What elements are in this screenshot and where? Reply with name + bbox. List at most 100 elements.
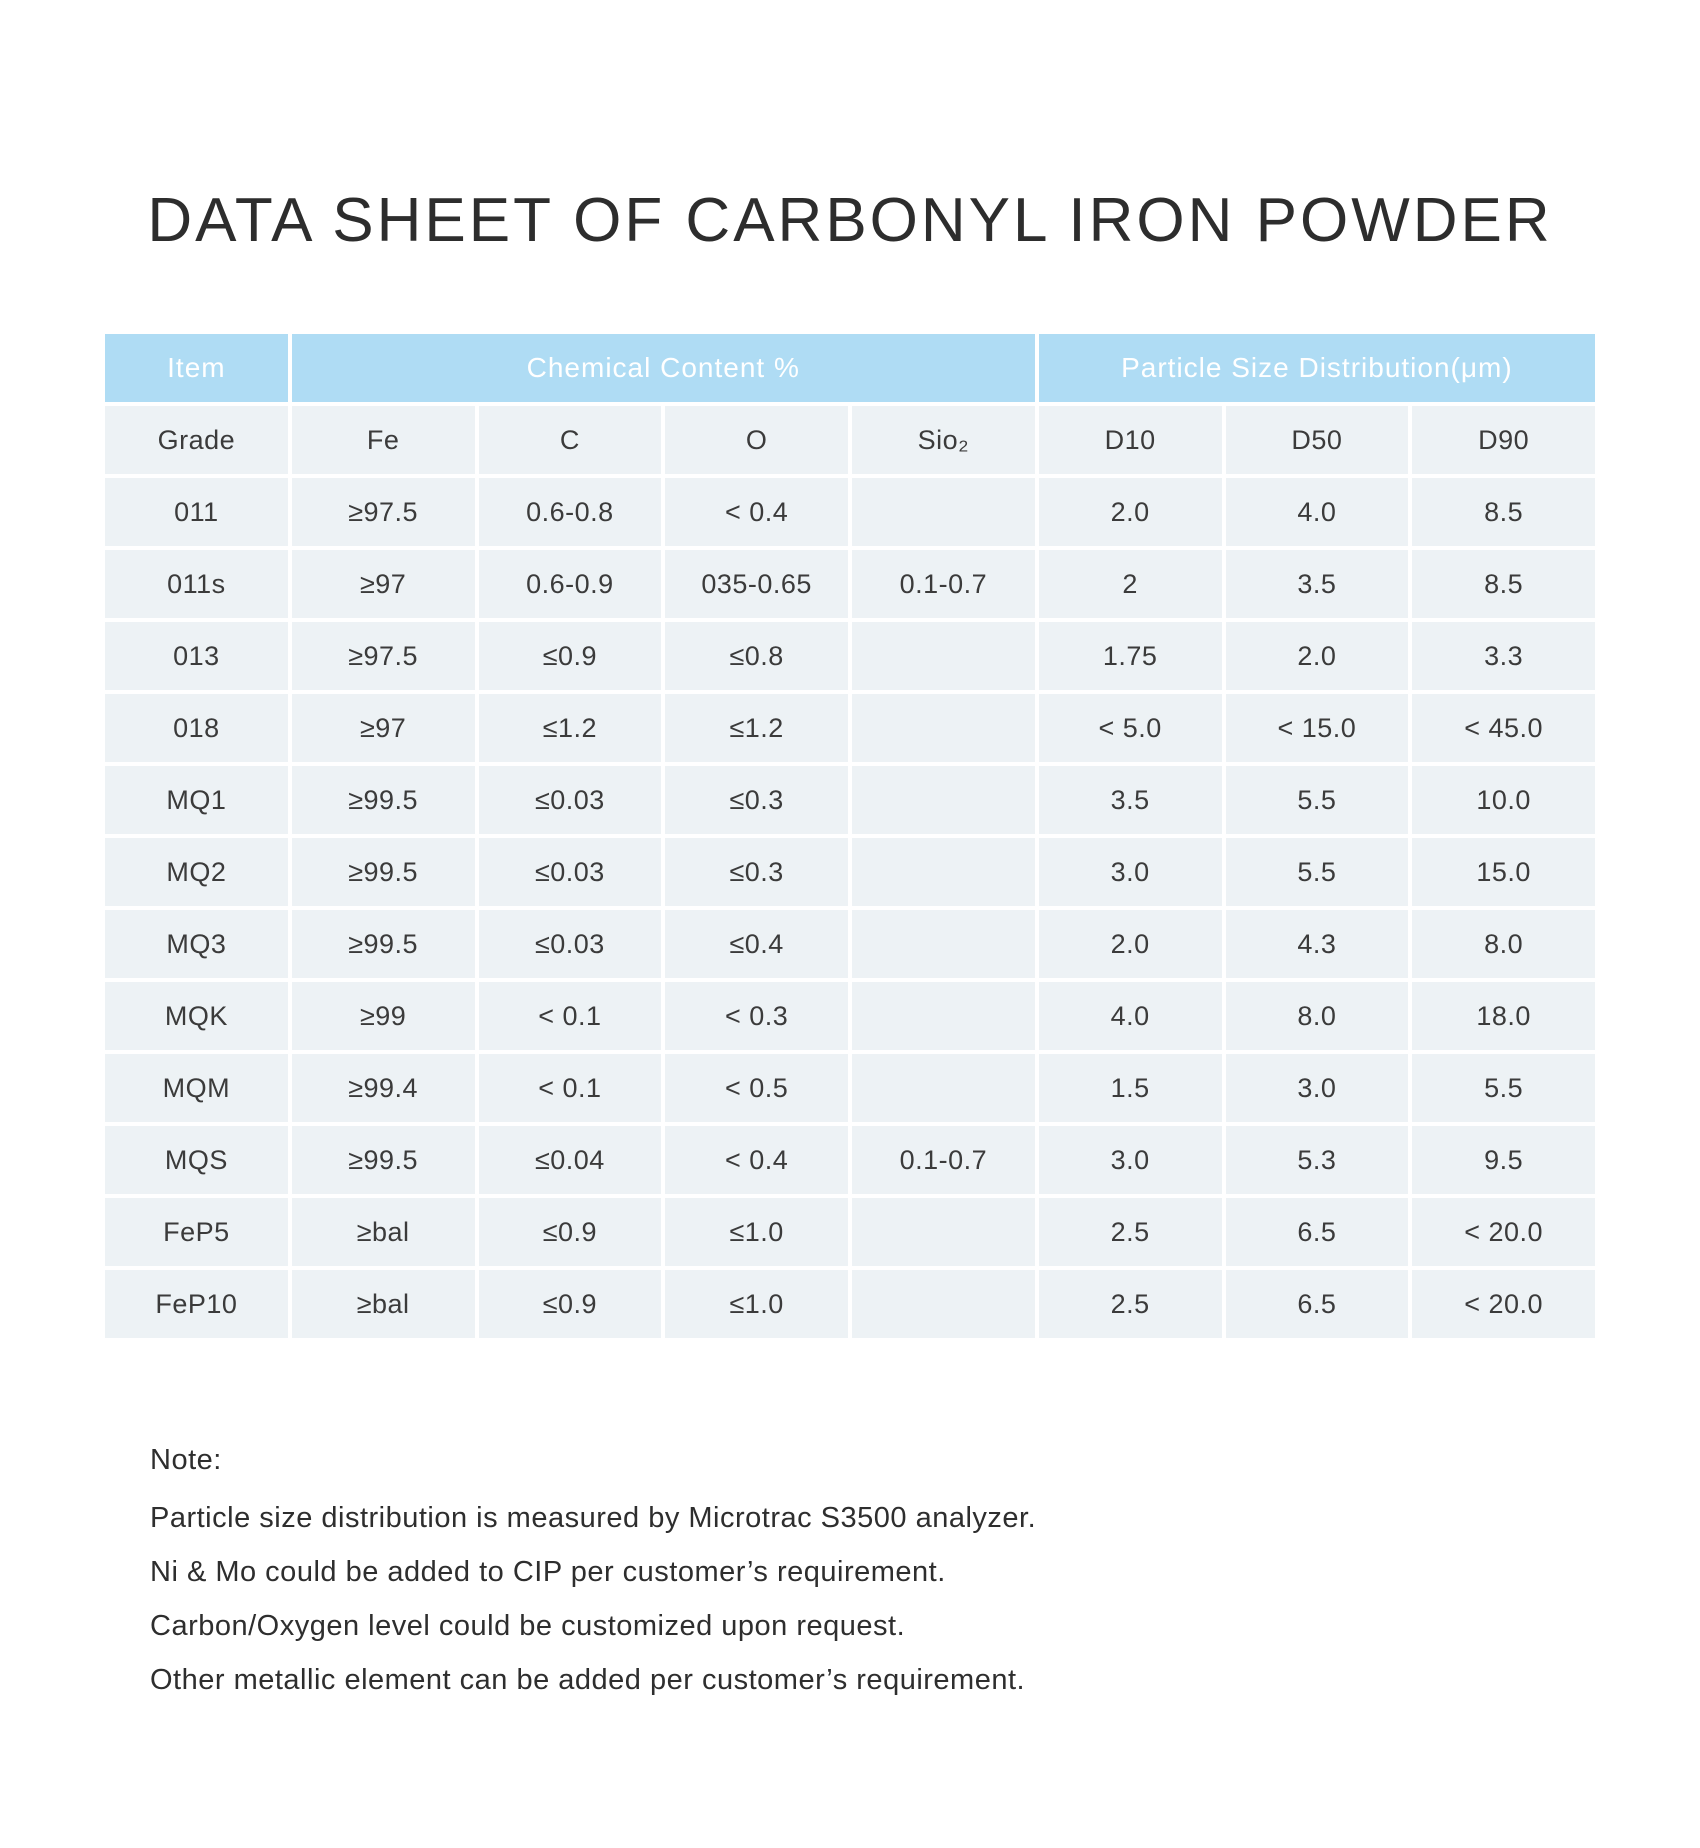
table-cell: 6.5 xyxy=(1225,1198,1409,1266)
table-cell: ≥99 xyxy=(291,982,475,1050)
table-cell: ≥97.5 xyxy=(291,478,475,546)
row-grade-label: 011s xyxy=(105,550,288,618)
table-cell xyxy=(852,910,1035,978)
table-cell: 3.0 xyxy=(1225,1054,1409,1122)
notes-section: Note: Particle size distribution is meas… xyxy=(150,1433,1595,1707)
table-cell: 8.0 xyxy=(1225,982,1409,1050)
table-cell: < 0.3 xyxy=(665,982,848,1050)
table-cell: 8.5 xyxy=(1412,550,1595,618)
table-cell: 8.0 xyxy=(1412,910,1595,978)
table-cell: 3.0 xyxy=(1038,1126,1222,1194)
table-cell xyxy=(852,1270,1035,1338)
table-cell: < 20.0 xyxy=(1412,1198,1595,1266)
column-header-sio2: Sio₂ xyxy=(852,406,1035,474)
note-line: Ni & Mo could be added to CIP per custom… xyxy=(150,1556,946,1588)
table-cell xyxy=(852,1054,1035,1122)
table-cell: < 0.4 xyxy=(665,1126,848,1194)
table-cell: ≥99.5 xyxy=(291,766,475,834)
table-cell: 3.0 xyxy=(1038,838,1222,906)
table-cell: 18.0 xyxy=(1412,982,1595,1050)
table-cell: 1.75 xyxy=(1038,622,1222,690)
group-header-particle-size: Particle Size Distribution(μm) xyxy=(1038,334,1595,402)
table-cell: 2.5 xyxy=(1038,1270,1222,1338)
table-cell: 3.5 xyxy=(1038,766,1222,834)
table-cell xyxy=(852,478,1035,546)
table-cell xyxy=(852,982,1035,1050)
row-grade-label: MQS xyxy=(105,1126,288,1194)
table-cell: 6.5 xyxy=(1225,1270,1409,1338)
row-grade-label: 011 xyxy=(105,478,288,546)
table-cell: < 15.0 xyxy=(1225,694,1409,762)
table-cell: ≤0.03 xyxy=(478,766,662,834)
column-header-o: O xyxy=(665,406,848,474)
table-cell: 1.5 xyxy=(1038,1054,1222,1122)
table-cell: ≤1.0 xyxy=(665,1198,848,1266)
table-cell: < 5.0 xyxy=(1038,694,1222,762)
column-header-c: C xyxy=(478,406,662,474)
table-cell: ≤1.0 xyxy=(665,1270,848,1338)
table-cell: 3.3 xyxy=(1412,622,1595,690)
column-header-d10: D10 xyxy=(1038,406,1222,474)
table-cell: 4.0 xyxy=(1225,478,1409,546)
table-cell: ≤0.3 xyxy=(665,838,848,906)
notes-label: Note: xyxy=(150,1444,222,1476)
table-cell: ≥97 xyxy=(291,550,475,618)
table-cell: 15.0 xyxy=(1412,838,1595,906)
row-grade-label: FeP10 xyxy=(105,1270,288,1338)
table-cell: ≥bal xyxy=(291,1270,475,1338)
table-cell: 4.0 xyxy=(1038,982,1222,1050)
table-cell: 0.6-0.9 xyxy=(478,550,662,618)
table-cell: 2.0 xyxy=(1225,622,1409,690)
table-cell: 0.1-0.7 xyxy=(852,1126,1035,1194)
note-line: Carbon/Oxygen level could be customized … xyxy=(150,1610,906,1642)
table-cell: ≤0.9 xyxy=(478,1270,662,1338)
table-cell xyxy=(852,622,1035,690)
table-cell: < 0.1 xyxy=(478,1054,662,1122)
table-cell: 10.0 xyxy=(1412,766,1595,834)
column-header-d50: D50 xyxy=(1225,406,1409,474)
row-grade-label: MQ2 xyxy=(105,838,288,906)
table-cell: 2 xyxy=(1038,550,1222,618)
table-cell: ≤0.8 xyxy=(665,622,848,690)
table-cell: ≤1.2 xyxy=(478,694,662,762)
data-table: Item Chemical Content % Particle Size Di… xyxy=(105,334,1595,1338)
table-cell: ≤0.04 xyxy=(478,1126,662,1194)
table-cell: ≤0.3 xyxy=(665,766,848,834)
table-cell: ≥99.5 xyxy=(291,1126,475,1194)
group-header-item: Item xyxy=(105,334,288,402)
table-cell: < 20.0 xyxy=(1412,1270,1595,1338)
note-line: Particle size distribution is measured b… xyxy=(150,1502,1037,1534)
page-title: DATA SHEET OF CARBONYL IRON POWDER xyxy=(147,186,1553,255)
row-grade-label: FeP5 xyxy=(105,1198,288,1266)
table-cell: < 0.5 xyxy=(665,1054,848,1122)
table-cell: < 0.4 xyxy=(665,478,848,546)
table-cell: 5.3 xyxy=(1225,1126,1409,1194)
table-cell xyxy=(852,766,1035,834)
table-cell: 8.5 xyxy=(1412,478,1595,546)
row-grade-label: MQ1 xyxy=(105,766,288,834)
table-cell: 2.0 xyxy=(1038,910,1222,978)
table-cell: ≥99.5 xyxy=(291,838,475,906)
table-cell: ≤0.9 xyxy=(478,622,662,690)
table-cell: 4.3 xyxy=(1225,910,1409,978)
table-cell xyxy=(852,838,1035,906)
table-cell: 9.5 xyxy=(1412,1126,1595,1194)
table-cell: ≥bal xyxy=(291,1198,475,1266)
note-line: Other metallic element can be added per … xyxy=(150,1664,1026,1696)
table-cell: 5.5 xyxy=(1225,766,1409,834)
table-cell: 2.5 xyxy=(1038,1198,1222,1266)
table-cell: ≥99.4 xyxy=(291,1054,475,1122)
table-cell: ≤0.4 xyxy=(665,910,848,978)
column-header-grade: Grade xyxy=(105,406,288,474)
table-cell: ≤1.2 xyxy=(665,694,848,762)
table-cell: ≤0.03 xyxy=(478,838,662,906)
table-cell: ≥97.5 xyxy=(291,622,475,690)
column-header-fe: Fe xyxy=(291,406,475,474)
table-cell: ≥97 xyxy=(291,694,475,762)
row-grade-label: 018 xyxy=(105,694,288,762)
row-grade-label: MQM xyxy=(105,1054,288,1122)
table-cell: < 45.0 xyxy=(1412,694,1595,762)
row-grade-label: MQ3 xyxy=(105,910,288,978)
table-cell xyxy=(852,694,1035,762)
